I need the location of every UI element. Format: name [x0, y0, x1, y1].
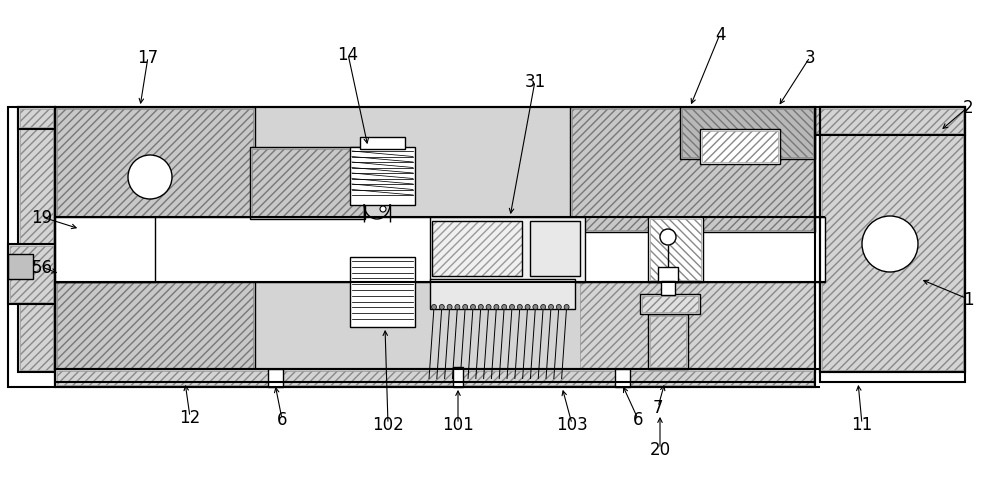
Text: 6: 6 [633, 410, 643, 428]
Bar [700, 130, 780, 165]
Circle shape [525, 305, 530, 310]
Bar [55, 108, 250, 372]
Text: 4: 4 [715, 26, 725, 44]
Bar [615, 369, 630, 387]
Text: 6: 6 [277, 410, 287, 428]
Bar [650, 220, 701, 280]
Circle shape [533, 305, 538, 310]
Bar [57, 371, 813, 385]
Text: 103: 103 [556, 415, 588, 433]
Bar [360, 138, 405, 150]
Bar [55, 108, 815, 382]
Bar [268, 369, 283, 387]
Bar [570, 108, 815, 232]
Bar [252, 150, 363, 217]
Circle shape [541, 305, 546, 310]
Bar [810, 108, 965, 136]
Bar [430, 217, 585, 283]
Bar [8, 255, 33, 279]
Bar [432, 222, 522, 276]
Circle shape [471, 305, 476, 310]
Circle shape [548, 305, 554, 310]
Polygon shape [18, 108, 55, 372]
Circle shape [486, 305, 491, 310]
Bar [822, 110, 963, 370]
Bar [20, 110, 53, 370]
Text: 17: 17 [137, 49, 159, 67]
Bar [57, 110, 253, 370]
Bar [350, 257, 415, 327]
Circle shape [862, 216, 918, 272]
Bar [10, 246, 53, 302]
Bar [55, 217, 825, 283]
Text: 20: 20 [649, 440, 671, 458]
Text: 7: 7 [653, 398, 663, 416]
Bar [530, 222, 580, 276]
Bar [250, 148, 365, 220]
Text: 56: 56 [32, 258, 53, 276]
Bar [680, 108, 815, 160]
Bar [812, 110, 963, 134]
Bar [55, 108, 815, 372]
Bar [572, 110, 813, 230]
Bar [642, 296, 698, 312]
Bar [432, 222, 522, 276]
Circle shape [510, 305, 514, 310]
Circle shape [455, 305, 460, 310]
Circle shape [463, 305, 468, 310]
Circle shape [432, 305, 437, 310]
Circle shape [556, 305, 561, 310]
Circle shape [502, 305, 507, 310]
Bar [55, 369, 815, 387]
Bar [640, 294, 700, 314]
Circle shape [494, 305, 499, 310]
Circle shape [439, 305, 444, 310]
Bar [820, 108, 965, 372]
Text: 31: 31 [524, 73, 546, 91]
Text: 3: 3 [805, 49, 815, 67]
Bar [820, 108, 965, 372]
Bar [580, 108, 815, 372]
Circle shape [660, 229, 676, 245]
Circle shape [478, 305, 483, 310]
Bar [8, 244, 55, 304]
Bar [661, 281, 675, 295]
Bar [658, 268, 678, 283]
Text: 2: 2 [963, 99, 973, 117]
Bar [20, 110, 53, 128]
Bar [648, 217, 703, 283]
Bar [18, 108, 55, 130]
Text: 14: 14 [337, 46, 359, 64]
Circle shape [128, 156, 172, 199]
Bar [453, 367, 463, 387]
Bar [650, 317, 686, 367]
Bar [702, 132, 778, 163]
Text: 1: 1 [963, 290, 973, 308]
Text: 19: 19 [31, 209, 53, 227]
Bar [55, 217, 155, 283]
Circle shape [380, 207, 386, 212]
Text: 101: 101 [442, 415, 474, 433]
Text: 102: 102 [372, 415, 404, 433]
Circle shape [564, 305, 569, 310]
Bar [350, 148, 415, 206]
Bar [648, 314, 688, 369]
Text: 12: 12 [179, 408, 201, 426]
Circle shape [517, 305, 522, 310]
Bar [430, 279, 575, 309]
Bar [55, 108, 255, 372]
Circle shape [447, 305, 452, 310]
Bar [682, 110, 813, 158]
Bar [820, 108, 965, 382]
Text: 11: 11 [851, 415, 873, 433]
